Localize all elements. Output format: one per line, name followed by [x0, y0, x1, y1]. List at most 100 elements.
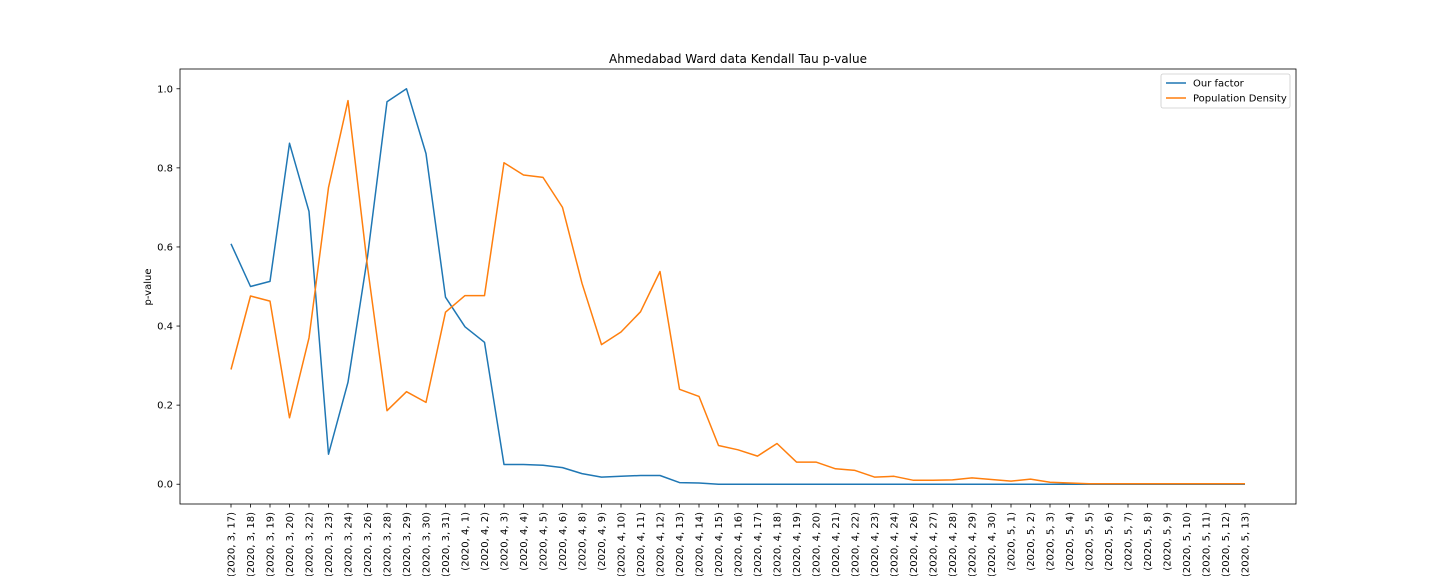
x-tick-label: (2020, 3, 28)	[383, 512, 394, 576]
x-tick-label: (2020, 5, 3)	[1046, 512, 1057, 571]
data-point	[1010, 483, 1012, 485]
data-point	[796, 461, 798, 463]
data-point	[854, 483, 856, 485]
data-point	[289, 142, 291, 144]
x-tick-label: (2020, 3, 20)	[285, 512, 296, 576]
data-point	[620, 475, 622, 477]
data-point	[1108, 483, 1110, 485]
data-point	[718, 483, 720, 485]
data-point	[835, 483, 837, 485]
x-tick-label: (2020, 5, 2)	[1026, 512, 1037, 571]
series-line-population-density	[230, 99, 1245, 485]
x-tick-label: (2020, 4, 11)	[636, 512, 647, 576]
data-point	[1147, 483, 1149, 485]
data-point	[406, 391, 408, 393]
x-tick-label: (2020, 3, 31)	[441, 512, 452, 576]
x-tick-label: (2020, 4, 19)	[792, 512, 803, 576]
x-tick-label: (2020, 4, 21)	[831, 512, 842, 576]
data-point	[230, 369, 232, 371]
data-point	[484, 341, 486, 343]
x-tick-label: (2020, 4, 3)	[500, 512, 511, 571]
x-tick-label: (2020, 3, 22)	[305, 512, 316, 576]
plot-area: 0.0 0.2 0.4 0.6 0.8 1.0 (2020, 3, 17) (2020, 3,…	[157, 68, 1297, 577]
data-point	[445, 311, 447, 313]
x-tick-label: (2020, 4, 10)	[617, 512, 628, 576]
data-point	[698, 482, 700, 484]
data-point	[854, 469, 856, 471]
x-tick-label: (2020, 4, 9)	[597, 512, 608, 571]
data-point	[406, 88, 408, 90]
x-tick-label: (2020, 3, 19)	[266, 512, 277, 576]
x-tick-label: (2020, 4, 8)	[578, 512, 589, 571]
data-point	[757, 455, 759, 457]
x-tick-label: (2020, 4, 30)	[987, 512, 998, 576]
data-point	[815, 461, 817, 463]
data-point	[874, 476, 876, 478]
x-tick-label: (2020, 4, 4)	[519, 512, 530, 571]
y-axis-label: p-value	[143, 268, 154, 305]
data-point	[932, 483, 934, 485]
data-point	[737, 483, 739, 485]
x-tick-label: (2020, 4, 6)	[558, 512, 569, 571]
data-point	[542, 464, 544, 466]
data-point	[718, 444, 720, 446]
data-point	[893, 483, 895, 485]
data-point	[913, 479, 915, 481]
data-point	[1030, 483, 1032, 485]
x-tick-label: (2020, 4, 18)	[773, 512, 784, 576]
legend-box	[1160, 73, 1291, 109]
x-tick-label: (2020, 5, 13)	[1241, 512, 1252, 576]
data-point	[659, 475, 661, 477]
data-point	[347, 100, 349, 102]
data-point	[562, 467, 564, 469]
data-point	[757, 483, 759, 485]
data-point	[971, 477, 973, 479]
data-point	[230, 243, 232, 245]
x-tick-label: (2020, 4, 2)	[480, 512, 491, 571]
data-point	[425, 153, 427, 155]
x-tick-label: (2020, 5, 10)	[1182, 512, 1193, 576]
data-point	[893, 475, 895, 477]
data-point	[464, 295, 466, 297]
x-tick-label: (2020, 4, 29)	[968, 512, 979, 576]
data-point	[640, 311, 642, 313]
data-point	[952, 483, 954, 485]
x-tick-label: (2020, 4, 16)	[734, 512, 745, 576]
legend-label: Our factor	[1193, 79, 1245, 90]
data-point	[835, 468, 837, 470]
x-tick-label: (2020, 3, 26)	[363, 512, 374, 576]
data-point	[1205, 483, 1207, 485]
x-tick-label: (2020, 4, 28)	[948, 512, 959, 576]
data-point	[503, 463, 505, 465]
x-tick-label: (2020, 5, 9)	[1163, 512, 1174, 571]
data-point	[1225, 483, 1227, 485]
data-point	[659, 270, 661, 272]
data-point	[1127, 483, 1129, 485]
data-point	[1049, 483, 1051, 485]
data-point	[542, 176, 544, 178]
x-tick-label: (2020, 4, 24)	[890, 512, 901, 576]
data-point	[484, 295, 486, 297]
x-tick-label: (2020, 4, 26)	[909, 512, 920, 576]
y-tick-label: 0.8	[157, 163, 173, 174]
data-point	[874, 483, 876, 485]
data-point	[737, 449, 739, 451]
data-point	[523, 463, 525, 465]
data-point	[698, 395, 700, 397]
data-point	[425, 401, 427, 403]
data-point	[620, 331, 622, 333]
data-point	[640, 475, 642, 477]
x-tick-label: (2020, 4, 20)	[812, 512, 823, 576]
series-line-our-factor	[230, 88, 1245, 485]
data-point	[1186, 483, 1188, 485]
x-tick-label: (2020, 4, 23)	[870, 512, 881, 576]
data-point	[581, 282, 583, 284]
data-point	[328, 187, 330, 189]
x-tick-label: (2020, 4, 17)	[753, 512, 764, 576]
data-point	[991, 483, 993, 485]
x-tick-label: (2020, 4, 13)	[675, 512, 686, 576]
data-point	[269, 300, 271, 302]
data-point	[347, 381, 349, 383]
x-tick-label: (2020, 5, 7)	[1124, 512, 1135, 571]
